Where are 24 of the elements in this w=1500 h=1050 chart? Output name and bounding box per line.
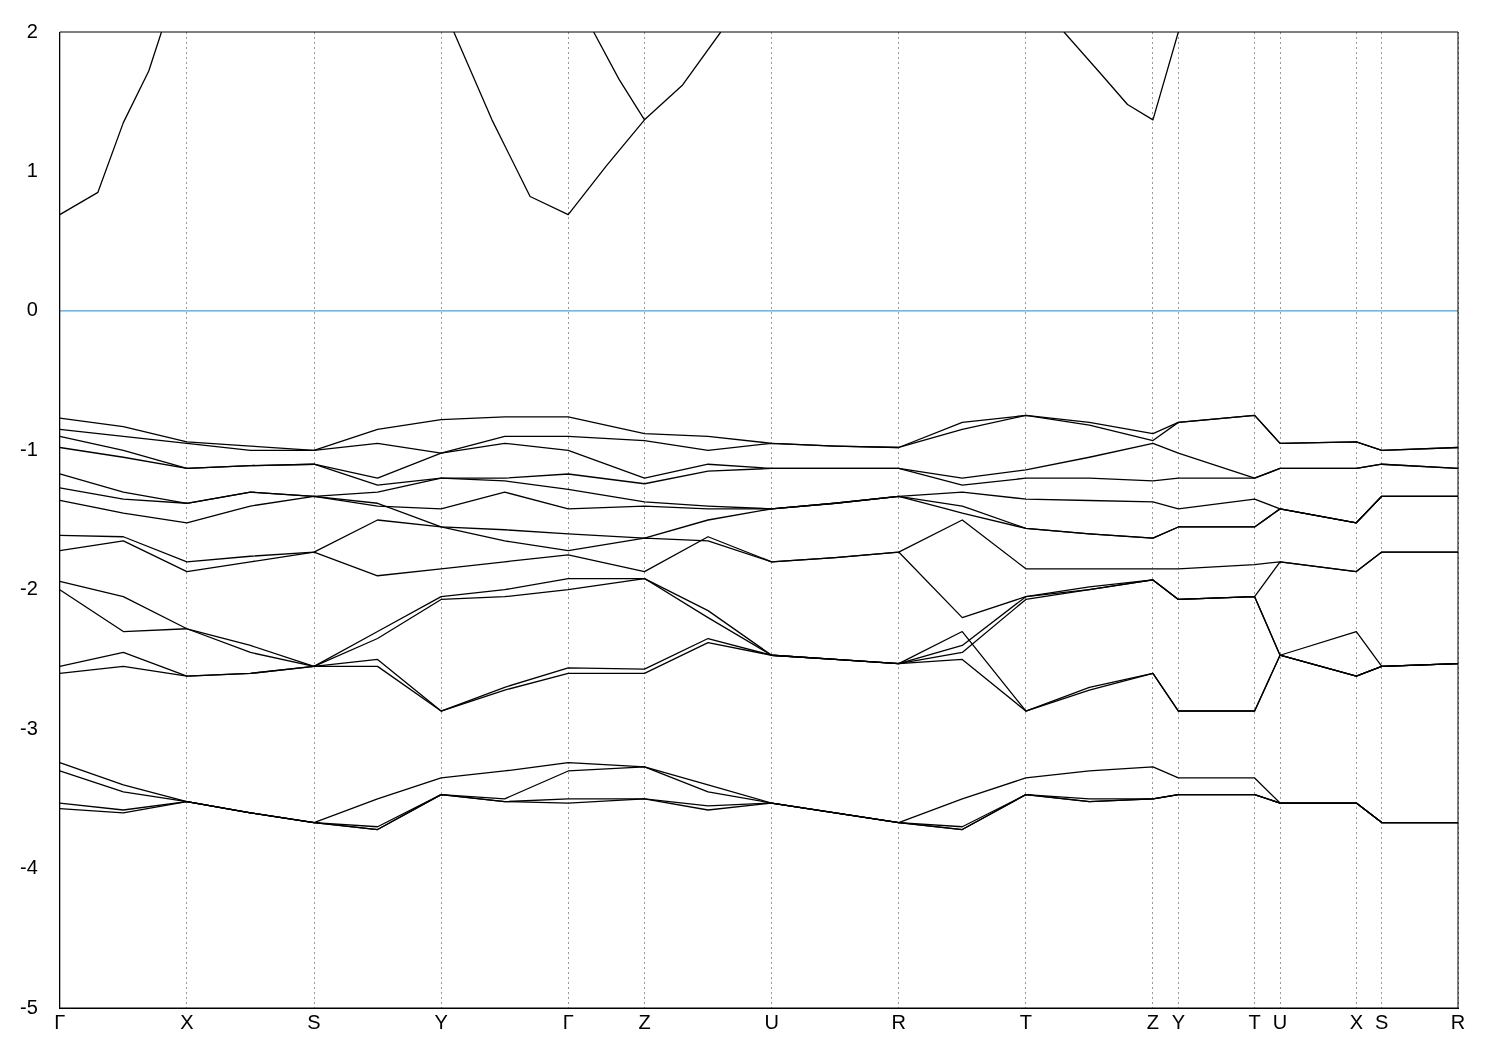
y-tick-label: -5 — [19, 995, 38, 1018]
x-tick-label: U — [764, 1010, 779, 1033]
x-tick-label: R — [1450, 1010, 1466, 1033]
y-tick-label: 0 — [26, 298, 38, 321]
x-tick-label: Y — [1171, 1010, 1186, 1033]
x-tick-label: Z — [638, 1010, 651, 1033]
y-tick-label: -1 — [19, 437, 38, 460]
y-tick-label: -4 — [19, 856, 38, 879]
x-tick-label: Y — [434, 1010, 448, 1033]
x-tick-label: S — [307, 1010, 321, 1033]
x-tick-label: S — [1375, 1010, 1389, 1033]
x-tick-label: T — [1019, 1010, 1032, 1033]
x-tick-label: U — [1272, 1010, 1288, 1033]
y-tick-label: -2 — [19, 577, 38, 600]
x-tick-label: Γ — [54, 1010, 66, 1033]
x-tick-label: X — [1349, 1010, 1363, 1033]
x-tick-label: Z — [1146, 1010, 1160, 1033]
x-tick-label: T — [1248, 1010, 1261, 1033]
y-tick-label: 1 — [26, 158, 38, 181]
x-tick-label: Γ — [562, 1010, 574, 1033]
x-tick-label: X — [180, 1010, 194, 1033]
x-tick-label: R — [891, 1010, 906, 1033]
y-tick-label: -3 — [19, 716, 38, 739]
y-tick-label: 2 — [26, 19, 38, 42]
